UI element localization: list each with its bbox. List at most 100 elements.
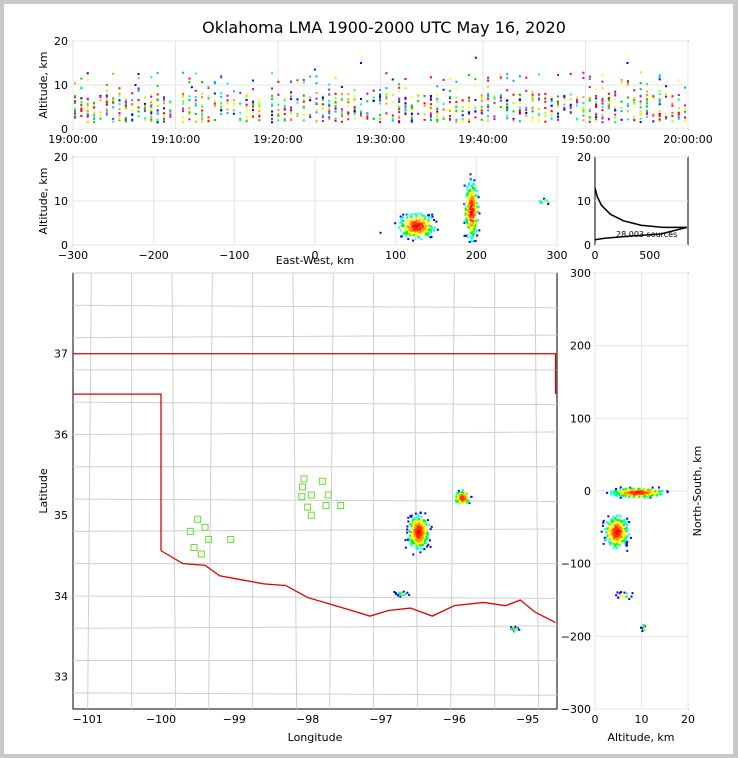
source-point bbox=[80, 97, 83, 100]
source-point bbox=[416, 535, 419, 538]
lma-station-marker bbox=[307, 491, 315, 499]
source-point bbox=[618, 494, 621, 497]
source-point bbox=[658, 115, 661, 118]
source-point bbox=[427, 229, 430, 232]
source-point bbox=[426, 545, 429, 548]
source-point bbox=[645, 495, 648, 498]
source-point bbox=[465, 212, 468, 215]
source-point bbox=[639, 626, 642, 629]
source-point bbox=[427, 232, 430, 235]
source-point bbox=[537, 119, 540, 122]
source-point bbox=[245, 93, 248, 96]
source-point bbox=[649, 496, 652, 499]
source-point bbox=[207, 97, 210, 100]
source-point bbox=[631, 494, 634, 497]
source-point bbox=[537, 97, 540, 100]
source-point bbox=[393, 590, 396, 593]
source-point bbox=[296, 79, 299, 82]
source-point bbox=[423, 525, 426, 528]
source-point bbox=[633, 116, 636, 119]
source-point bbox=[232, 90, 235, 93]
panel1-ylabel: Altitude, km bbox=[37, 51, 50, 118]
source-point bbox=[404, 229, 407, 232]
source-point bbox=[239, 91, 242, 94]
source-point bbox=[617, 540, 620, 543]
source-point bbox=[213, 100, 216, 103]
source-point bbox=[607, 97, 610, 100]
source-point bbox=[428, 524, 431, 527]
source-point bbox=[487, 104, 490, 107]
source-point bbox=[169, 102, 172, 105]
source-point bbox=[464, 208, 467, 211]
source-point bbox=[340, 108, 343, 111]
source-point bbox=[641, 628, 644, 631]
source-point bbox=[399, 229, 402, 232]
source-point bbox=[613, 538, 616, 541]
source-point bbox=[74, 106, 77, 109]
source-point bbox=[468, 101, 471, 104]
source-point bbox=[93, 114, 96, 117]
source-point bbox=[465, 221, 468, 224]
source-point bbox=[468, 118, 471, 121]
source-point bbox=[627, 490, 630, 493]
panel2-xlabel: East-West, km bbox=[276, 254, 354, 267]
source-point bbox=[207, 118, 210, 121]
source-point bbox=[473, 187, 476, 190]
source-point bbox=[86, 121, 89, 124]
source-point bbox=[525, 112, 528, 115]
source-point bbox=[105, 97, 108, 100]
source-point bbox=[602, 542, 605, 545]
source-point bbox=[150, 101, 153, 104]
source-point bbox=[131, 103, 134, 106]
source-point bbox=[417, 94, 420, 97]
source-point bbox=[426, 233, 429, 236]
source-point bbox=[617, 528, 620, 531]
source-point bbox=[442, 78, 445, 81]
source-point bbox=[396, 593, 399, 596]
source-point bbox=[296, 113, 299, 116]
source-point bbox=[471, 183, 474, 186]
source-point bbox=[188, 99, 191, 102]
source-point bbox=[658, 490, 661, 493]
source-point bbox=[385, 72, 388, 75]
source-point bbox=[409, 515, 412, 518]
source-point bbox=[470, 495, 473, 498]
source-point bbox=[397, 594, 400, 597]
source-point bbox=[671, 104, 674, 107]
source-point bbox=[506, 99, 509, 102]
source-point bbox=[403, 592, 406, 595]
source-point bbox=[569, 72, 572, 75]
source-point bbox=[467, 226, 470, 229]
source-point bbox=[143, 117, 146, 120]
source-point bbox=[468, 184, 471, 187]
source-point bbox=[616, 591, 619, 594]
source-point bbox=[321, 115, 324, 118]
source-point bbox=[429, 98, 432, 101]
source-point bbox=[677, 79, 680, 82]
source-point bbox=[239, 119, 242, 122]
y-tick-label: 0 bbox=[61, 123, 68, 136]
source-point bbox=[544, 120, 547, 123]
source-point bbox=[448, 108, 451, 111]
source-point bbox=[469, 235, 472, 238]
source-point bbox=[415, 230, 418, 233]
source-point bbox=[612, 492, 615, 495]
x-tick-label: −300 bbox=[58, 249, 88, 262]
source-point bbox=[419, 523, 422, 526]
source-point bbox=[466, 191, 469, 194]
source-point bbox=[612, 535, 615, 538]
source-point bbox=[414, 530, 417, 533]
source-point bbox=[468, 240, 471, 243]
source-point bbox=[550, 98, 553, 101]
source-point bbox=[404, 100, 407, 103]
x-tick-label: 100 bbox=[385, 249, 406, 262]
source-point bbox=[609, 532, 612, 535]
source-point bbox=[412, 234, 415, 237]
source-point bbox=[609, 529, 612, 532]
source-point bbox=[409, 530, 412, 533]
source-point bbox=[425, 532, 428, 535]
source-point bbox=[595, 116, 598, 119]
source-point bbox=[213, 118, 216, 121]
source-point bbox=[407, 516, 410, 519]
source-point bbox=[648, 490, 651, 493]
